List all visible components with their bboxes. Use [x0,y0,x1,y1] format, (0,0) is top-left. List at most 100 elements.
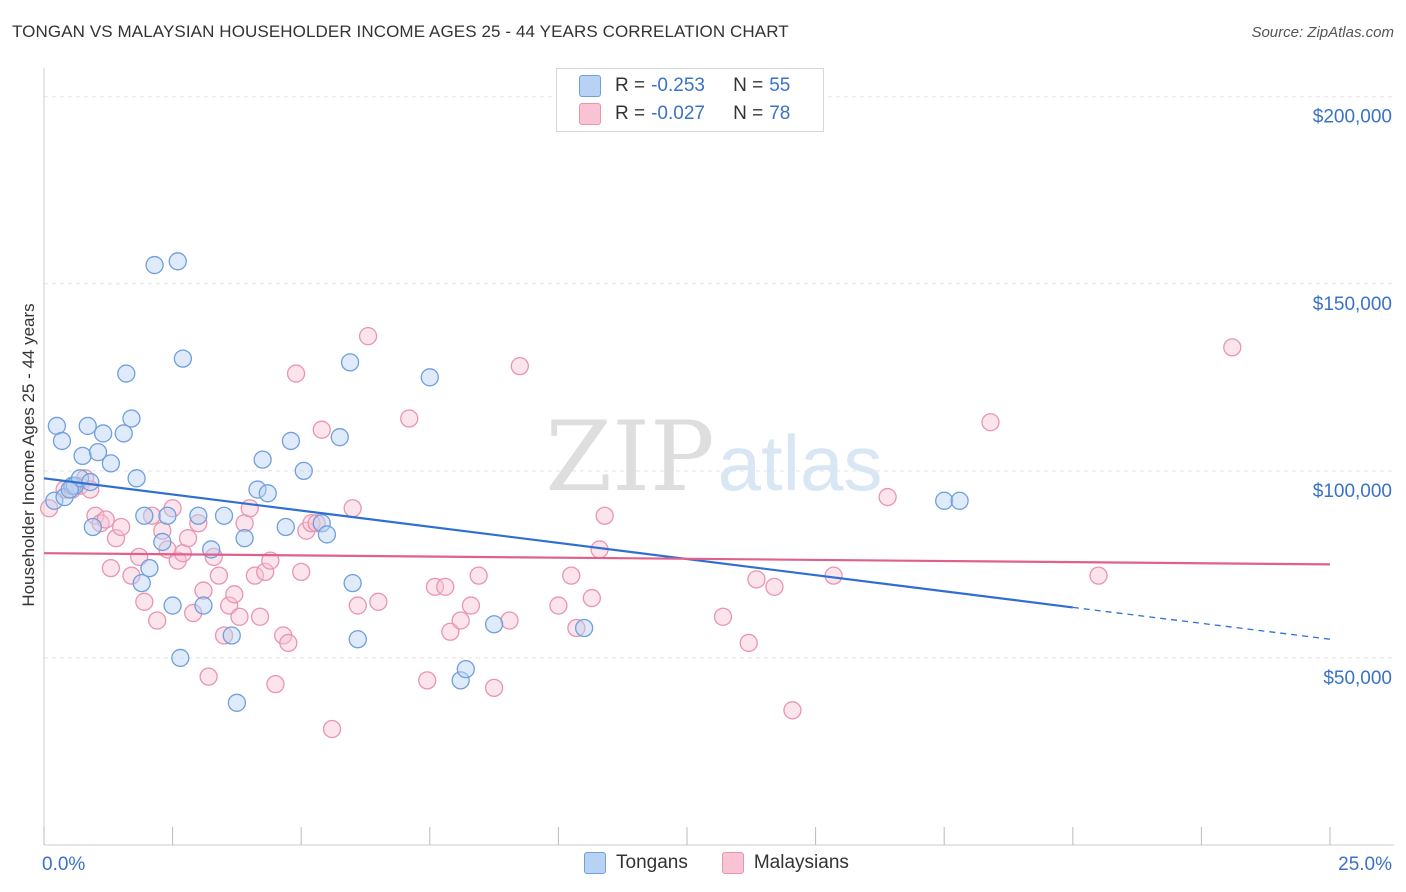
source-label: Source: ZipAtlas.com [1251,24,1394,41]
tongan-point [451,671,470,690]
axes [43,68,1394,846]
tongan-point [81,472,100,492]
tongan-trend-extension [1072,606,1331,640]
tongan-point [574,618,594,638]
tongan-point [127,469,146,488]
tongan-point [132,573,151,593]
tongan-point [94,424,113,443]
tongan-point [101,454,121,473]
tongan-point [281,431,301,451]
malaysian-point [567,618,586,638]
malaysian-point [214,626,234,645]
malaysians-swatch [579,103,601,125]
malaysian-trend-line [43,552,1331,566]
malaysian-point [418,671,437,690]
tongan-point [235,529,254,548]
malaysian-point [292,562,311,582]
tongan-point [52,431,72,451]
malaysian-point [441,622,460,641]
malaysian-point [981,413,1000,432]
malaysian-point [500,611,519,630]
tongan-point [950,491,969,510]
malaysian-point [348,596,367,615]
malaysian-point [1223,338,1242,357]
tongan-point [343,573,362,593]
malaysian-point [135,592,154,611]
r-label: R = [615,103,646,124]
malaysian-point [189,514,208,533]
malaysian-point [510,356,529,376]
tongan-point [114,424,133,443]
legend-row-tongans: R = -0.253 N = 55 [579,73,790,99]
r-value-malaysians: -0.027 [651,103,705,124]
malaysian-point [765,577,784,596]
malaysian-point [878,487,897,507]
malaysian-point [307,514,326,533]
legend-item-tongans: Tongans [584,852,688,874]
malaysian-point [220,596,239,615]
malaysian-point [739,633,758,653]
series-malaysians [39,327,1242,739]
tongan-point [222,626,241,645]
malaysian-point [209,566,229,585]
correlation-legend: R = -0.253 N = 55 R = -0.027 N = 78 [556,68,824,132]
malaysian-point [461,596,481,615]
tongans-legend-swatch [584,852,606,874]
tongan-point [135,506,154,525]
malaysian-point [747,570,766,589]
malaysian-point [184,603,203,623]
y-tick-label: $150,000 [1313,294,1392,315]
malaysian-point [595,506,614,525]
tongan-point [330,428,349,447]
malaysian-point [279,633,298,653]
axis-labels: $50,000 $100,000 $150,000 $200,000 0.0% 25.0%… [19,107,1392,875]
x-tick-label-max: 25.0% [1338,854,1392,875]
malaysian-point [322,719,342,739]
tongan-point [348,630,367,649]
tongan-point [163,596,182,615]
tongan-point [276,517,295,537]
n-value-tongans: 55 [769,75,791,96]
malaysian-point [425,577,445,596]
tongan-point [158,506,177,525]
malaysian-point [112,517,131,537]
malaysian-point [549,596,568,615]
malaysian-point [469,566,488,585]
n-label: N = [733,103,764,124]
tongan-point [317,525,337,544]
malaysian-point [1089,566,1108,585]
tongan-point [173,349,193,368]
malaysian-point [101,558,121,578]
malaysian-point [286,364,306,383]
watermark-atlas: atlas [718,419,883,507]
legend-label-malaysians: Malaysians [753,852,849,873]
tongan-point [73,446,92,466]
tongan-point [194,596,213,615]
tongan-point [420,368,439,387]
malaysian-point [484,678,504,698]
tongan-point [248,480,267,499]
malaysian-point [369,592,388,611]
malaysian-point [142,506,162,525]
malaysian-point [245,566,265,585]
series-legend: Tongans Malaysians [584,852,883,874]
malaysian-point [436,577,455,596]
tongan-point [935,491,954,510]
malaysian-point [713,607,733,626]
tongan-point [227,693,247,712]
tongan-point [88,442,108,462]
tongan-point [258,484,277,503]
malaysian-point [122,566,141,585]
malaysian-point [250,607,270,626]
malaysian-point [562,566,581,585]
tongan-point [340,353,360,372]
trend-lines [43,477,1331,640]
watermark: ZIP atlas [545,401,882,513]
tongan-point [168,252,187,271]
malaysian-point [178,529,198,548]
malaysian-point [451,611,470,630]
chart-title: TONGAN VS MALAYSIAN HOUSEHOLDER INCOME A… [12,22,789,41]
legend-row-malaysians: R = -0.027 N = 78 [579,101,790,127]
tongan-point [117,364,136,383]
malaysian-point [358,327,378,346]
